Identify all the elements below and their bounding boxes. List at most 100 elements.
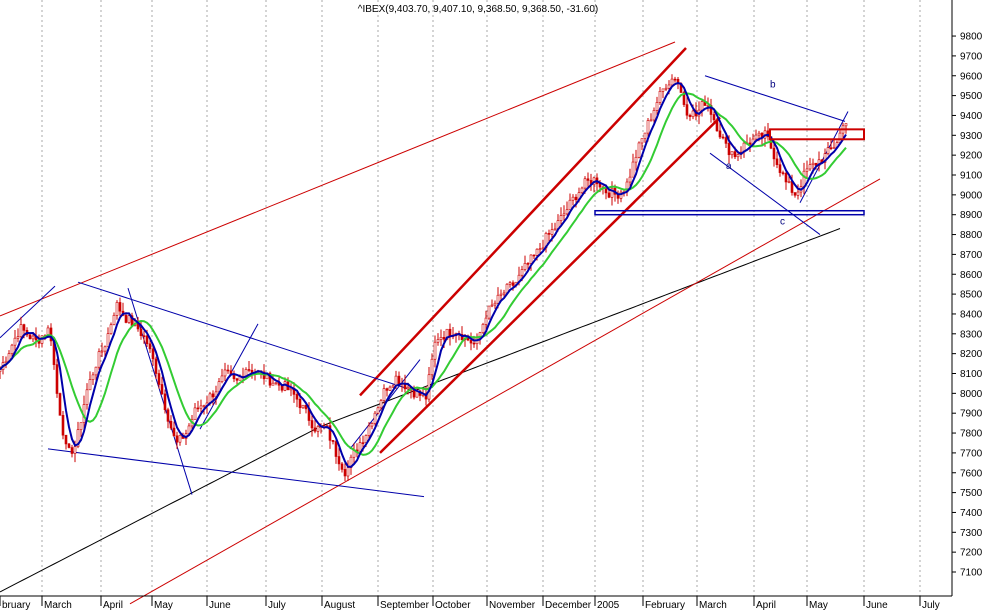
trendline-11 — [709, 152, 821, 235]
trendline-6 — [77, 281, 411, 390]
candle-body-116 — [346, 467, 350, 477]
candle-body-175 — [523, 263, 527, 270]
candle-body-21 — [61, 415, 65, 436]
y-tick-label-10: 8100 — [960, 369, 983, 380]
y-tick-label-1: 7200 — [960, 548, 983, 559]
candle-body-68 — [202, 405, 206, 407]
x-tick-label-15: May — [809, 600, 828, 610]
x-tick-label-4: June — [209, 600, 231, 610]
candle-body-27 — [79, 422, 83, 430]
candle-body-154 — [460, 334, 464, 341]
candle-body-179 — [535, 248, 539, 256]
x-tick-label-16: June — [866, 600, 888, 610]
candle-body-35 — [103, 346, 107, 352]
candle-body-34 — [100, 350, 104, 353]
candle-body-67 — [199, 405, 203, 409]
y-tick-label-2: 7300 — [960, 528, 983, 539]
candle-body-31 — [91, 374, 95, 380]
x-tick-label-17: July — [922, 600, 940, 610]
candle-body-192 — [574, 196, 578, 201]
candle-body-277 — [829, 147, 833, 150]
wave-label-1: b — [770, 80, 776, 91]
candle-body-244 — [730, 151, 734, 156]
candle-body-261 — [781, 172, 785, 174]
candle-body-164 — [490, 304, 494, 307]
wave-label-0: a — [726, 161, 732, 172]
candle-body-65 — [193, 407, 197, 420]
candle-body-220 — [658, 90, 662, 103]
candle-body-163 — [487, 305, 491, 319]
candle-body-30 — [88, 379, 92, 391]
candle-body-224 — [670, 78, 674, 86]
candle-body-121 — [361, 442, 365, 444]
candle-body-97 — [289, 387, 293, 391]
candle-body-195 — [583, 178, 587, 189]
candle-body-114 — [340, 463, 344, 470]
x-tick-label-0: bruary — [2, 600, 30, 610]
candle-body-166 — [496, 294, 500, 304]
candle-body-76 — [226, 369, 230, 372]
candle-body-7 — [19, 324, 23, 337]
candle-body-130 — [388, 386, 392, 391]
x-tick-label-2: April — [103, 600, 123, 610]
candle-body-177 — [529, 254, 533, 264]
candle-body-115 — [343, 469, 347, 477]
candle-body-47 — [139, 328, 143, 336]
x-axis: bruary March April May June July August Septemb… — [0, 596, 940, 611]
candle-body-29 — [85, 389, 89, 405]
candle-body-167 — [499, 293, 503, 296]
candle-body-211 — [631, 161, 635, 178]
y-tick-label-27: 9800 — [960, 32, 983, 43]
candle-body-106 — [316, 426, 320, 432]
candle-body-144 — [430, 358, 434, 376]
candle-body-49 — [145, 335, 149, 345]
y-axis: 7100 7200 7300 7400 7500 7600 7700 7800 7900 8000… — [952, 32, 983, 579]
trendline-0 — [0, 41, 676, 317]
candle-body-170 — [508, 282, 512, 285]
candle-body-212 — [634, 156, 638, 163]
moving-average-medium — [0, 92, 847, 456]
candle-body-66 — [196, 407, 200, 410]
trendline-3 — [379, 116, 721, 454]
candle-body-180 — [538, 248, 542, 251]
candle-body-133 — [397, 375, 401, 385]
candle-body-203 — [607, 192, 611, 198]
candle-body-105 — [313, 427, 317, 432]
candle-body-207 — [619, 191, 623, 199]
y-tick-label-12: 8300 — [960, 329, 983, 340]
x-tick-label-7: September — [380, 600, 430, 610]
y-tick-label-9: 8000 — [960, 389, 983, 400]
candle-body-138 — [412, 390, 416, 398]
candle-body-260 — [778, 164, 782, 173]
y-tick-label-4: 7500 — [960, 488, 983, 499]
candle-body-79 — [235, 378, 239, 381]
candle-body-125 — [373, 412, 377, 424]
y-tick-label-21: 9200 — [960, 151, 983, 162]
trendline-1 — [129, 178, 881, 605]
y-tick-label-7: 7800 — [960, 429, 983, 440]
candle-body-229 — [685, 104, 689, 116]
y-tick-label-14: 8500 — [960, 290, 983, 301]
x-tick-label-3: May — [154, 600, 173, 610]
candle-body-58 — [172, 427, 176, 437]
candle-body-129 — [385, 388, 389, 391]
y-tick-label-20: 9100 — [960, 171, 983, 182]
candle-body-162 — [484, 317, 488, 325]
candle-body-165 — [493, 302, 497, 306]
candle-body-123 — [367, 425, 371, 436]
candle-body-71 — [211, 393, 215, 398]
candle-body-218 — [652, 110, 656, 121]
candle-body-219 — [655, 102, 659, 111]
candle-body-174 — [520, 269, 524, 276]
candle-body-187 — [559, 215, 563, 221]
candle-body-266 — [796, 191, 800, 196]
x-tick-label-10: December — [545, 600, 592, 610]
candle-body-128 — [382, 388, 386, 401]
candle-body-236 — [706, 105, 710, 107]
candle-body-24 — [70, 447, 74, 454]
candle-body-83 — [247, 369, 251, 371]
candle-body-245 — [733, 151, 737, 158]
candle-body-10 — [28, 334, 32, 340]
